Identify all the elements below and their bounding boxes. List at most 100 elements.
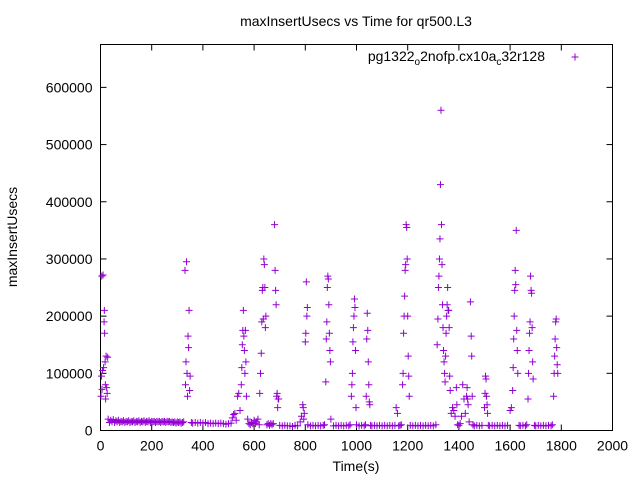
data-point <box>230 410 238 418</box>
data-point <box>325 301 333 309</box>
y-tick-label: 600000 <box>46 79 93 95</box>
data-point <box>511 266 519 274</box>
data-point <box>449 404 456 412</box>
y-tick-label: 500000 <box>46 137 93 153</box>
data-point <box>300 415 308 423</box>
data-point <box>303 312 311 320</box>
data-point <box>554 369 562 377</box>
data-point <box>405 372 413 380</box>
data-point <box>525 369 533 377</box>
data-point <box>393 409 401 417</box>
data-point <box>227 419 235 427</box>
data-point <box>461 409 469 417</box>
data-point <box>404 352 412 360</box>
x-tick-label: 400 <box>191 438 215 454</box>
data-point <box>184 392 192 400</box>
legend-marker <box>571 53 579 61</box>
data-point <box>274 404 282 412</box>
data-point <box>228 414 236 422</box>
data-point <box>241 369 249 377</box>
data-point <box>553 344 561 352</box>
data-point <box>272 301 280 309</box>
data-point <box>399 381 407 389</box>
data-point <box>242 358 250 366</box>
data-point <box>261 324 269 332</box>
data-point <box>271 221 279 229</box>
data-point <box>459 381 467 389</box>
y-axis: 0 100000 200000 300000 400000 500000 600000 <box>46 79 613 439</box>
data-point <box>269 420 277 428</box>
data-point <box>362 392 370 400</box>
data-point <box>440 346 448 354</box>
data-point <box>322 378 330 386</box>
data-point <box>437 106 445 114</box>
data-point <box>510 312 518 320</box>
data-point <box>550 392 558 400</box>
data-point <box>98 372 106 380</box>
x-tick-label: 1000 <box>341 438 372 454</box>
data-point <box>97 392 105 400</box>
data-point <box>261 284 269 292</box>
legend-label-part: 32r128 <box>501 48 545 64</box>
data-point <box>365 381 373 389</box>
data-point <box>351 346 359 354</box>
data-point <box>101 329 109 337</box>
data-point <box>324 272 332 280</box>
data-point <box>244 415 252 423</box>
data-point <box>240 346 248 354</box>
data-point <box>528 324 536 332</box>
data-point <box>442 329 450 337</box>
data-point <box>446 386 454 394</box>
data-point <box>436 181 444 189</box>
data-point <box>441 369 449 377</box>
data-point <box>240 332 248 340</box>
data-point <box>186 372 194 380</box>
data-point <box>466 298 474 306</box>
data-point <box>272 286 280 294</box>
data-point <box>512 226 520 234</box>
legend-label-part: 2nofp.cx10a <box>420 48 496 64</box>
data-point <box>433 341 441 349</box>
x-tick-label: 1800 <box>546 438 577 454</box>
data-point <box>442 352 450 360</box>
data-point <box>434 284 442 292</box>
data-point <box>182 358 190 366</box>
data-point <box>436 235 444 243</box>
data-point <box>507 404 515 412</box>
data-point <box>552 318 560 326</box>
data-point <box>327 415 335 423</box>
data-point <box>440 358 448 366</box>
data-point <box>257 349 265 357</box>
x-tick-label: 2000 <box>597 438 628 454</box>
data-point <box>551 352 559 360</box>
data-point <box>271 266 279 274</box>
data-point <box>397 421 405 429</box>
data-point <box>399 369 407 377</box>
data-point <box>275 395 283 403</box>
data-point <box>523 421 531 429</box>
data-point <box>258 318 266 326</box>
data-point <box>349 324 357 332</box>
data-point <box>352 404 360 412</box>
data-point <box>444 284 452 292</box>
data-point <box>463 384 471 392</box>
data-point <box>514 369 522 377</box>
data-point <box>548 421 556 429</box>
data-point <box>527 272 535 280</box>
data-point <box>482 372 490 380</box>
data-point <box>345 422 353 430</box>
data-point <box>438 261 446 269</box>
data-point <box>468 352 476 360</box>
data-point <box>186 386 194 394</box>
data-point <box>98 272 106 280</box>
data-point <box>102 395 110 403</box>
data-point <box>481 389 489 397</box>
data-point <box>180 418 188 426</box>
data-point <box>238 364 246 372</box>
data-point <box>101 358 109 366</box>
data-point <box>273 389 281 397</box>
data-point <box>400 329 408 337</box>
data-point <box>469 421 477 429</box>
data-point <box>184 332 192 340</box>
